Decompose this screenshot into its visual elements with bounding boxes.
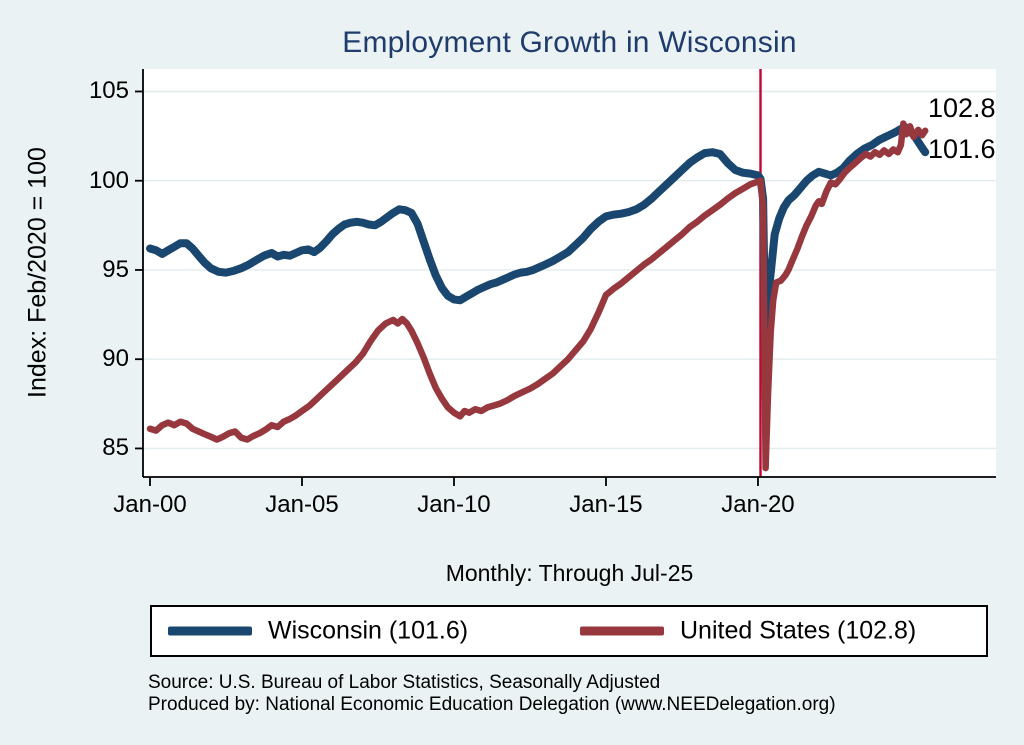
- wisconsin-series-line: [146, 123, 930, 365]
- legend-label-united-states: United States (102.8): [680, 616, 917, 645]
- x-axis-subtitle: Monthly: Through Jul-25: [445, 560, 694, 586]
- x-tick-label-Jan-10: Jan-10: [417, 491, 491, 518]
- y-tick-label-95: 95: [102, 255, 129, 283]
- wisconsin-end-value-label: 101.6: [928, 134, 996, 164]
- source-note: Source: U.S. Bureau of Labor Statistics,…: [148, 672, 661, 693]
- y-tick-label-105: 105: [88, 77, 129, 105]
- us-line-swatch: [580, 626, 664, 636]
- produced-by-note: Produced by: National Economic Education…: [148, 694, 836, 715]
- legend: Wisconsin (101.6) United States (102.8): [150, 605, 988, 657]
- united-states-series-line: [146, 120, 929, 472]
- us-end-value-label: 102.8: [928, 93, 996, 123]
- x-tick-label-Jan-00: Jan-00: [113, 491, 187, 518]
- y-tick-label-85: 85: [102, 434, 129, 462]
- plot-area: [143, 69, 996, 477]
- x-tick-label-Jan-15: Jan-15: [569, 491, 643, 518]
- y-tick-label-100: 100: [88, 166, 129, 194]
- x-tick-label-Jan-20: Jan-20: [721, 491, 795, 518]
- legend-label-wisconsin: Wisconsin (101.6): [268, 616, 469, 645]
- wisconsin-line-swatch: [168, 626, 252, 636]
- x-tick-label-Jan-05: Jan-05: [265, 491, 339, 518]
- chart-title: Employment Growth in Wisconsin: [342, 26, 797, 59]
- y-tick-label-90: 90: [102, 345, 129, 373]
